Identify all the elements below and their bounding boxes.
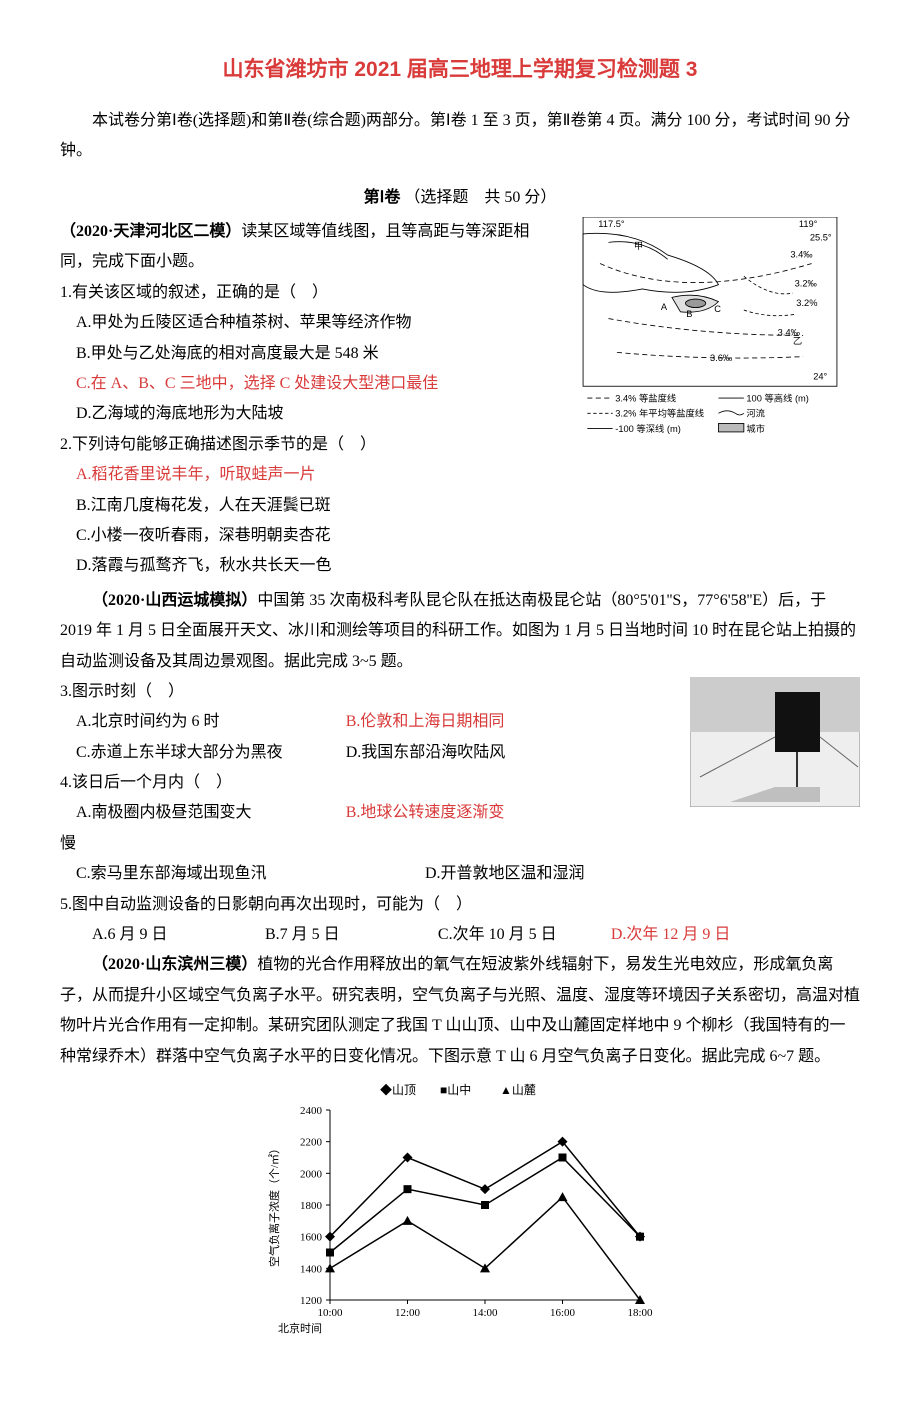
page-title: 山东省潍坊市 2021 届高三地理上学期复习检测题 3 <box>60 50 860 90</box>
map-lon-left: 117.5° <box>598 219 625 229</box>
svg-text:1800: 1800 <box>300 1200 323 1212</box>
svg-text:◆山顶: ◆山顶 <box>380 1083 416 1097</box>
section-1-bold: 第Ⅰ卷 <box>364 189 401 206</box>
svg-text:■山中: ■山中 <box>440 1082 471 1097</box>
svg-text:2400: 2400 <box>300 1105 323 1117</box>
map-sal-2: 3.2% <box>796 298 817 308</box>
q2-stem: 2.下列诗句能够正确描述图示季节的是（ ） <box>60 430 550 460</box>
block-3-intro: （2020·山东滨州三模）植物的光合作用释放出的氧气在短波紫外线辐射下，易发生光… <box>60 950 860 1072</box>
map-sal-1: 3.2‰ <box>795 278 818 288</box>
svg-text:2200: 2200 <box>300 1137 323 1149</box>
q5-opt-a: A.6 月 9 日 <box>92 920 261 950</box>
svg-text:1200: 1200 <box>300 1295 323 1307</box>
map-lat-top: 25.5° <box>810 233 832 243</box>
q3-opt-c: C.赤道上东半球大部分为黑夜 <box>76 738 342 768</box>
map-mark-c: C <box>714 304 721 314</box>
map-sal-0: 3.4‰ <box>790 250 813 260</box>
svg-text:-100 等深线 (m): -100 等深线 (m) <box>615 423 681 434</box>
q5-opt-d: D.次年 12 月 9 日 <box>611 920 780 950</box>
block-2-intro: （2020·山西运城模拟）中国第 35 次南极科考队昆仑队在抵达南极昆仑站（80… <box>60 586 860 677</box>
section-1-rest: （选择题 共 50 分） <box>404 189 556 206</box>
section-1-label: 第Ⅰ卷 （选择题 共 50 分） <box>60 183 860 213</box>
q1-opt-a: A.甲处为丘陵区适合种植茶树、苹果等经济作物 <box>76 308 550 338</box>
q1-opt-d: D.乙海域的海底地形为大陆坡 <box>76 399 550 429</box>
map-figure: 117.5° 119° 25.5° 24° 甲 乙 A B C 3.4‰ 3.2… <box>560 217 860 437</box>
svg-text:16:00: 16:00 <box>550 1307 576 1319</box>
block-1-intro: （2020·天津河北区二模）读某区域等值线图，且等高距与等深距相同，完成下面小题… <box>60 217 550 278</box>
q1-stem: 1.有关该区域的叙述，正确的是（ ） <box>60 278 550 308</box>
q3-opt-b: B.伦敦和上海日期相同 <box>346 707 612 737</box>
svg-text:12:00: 12:00 <box>395 1307 421 1319</box>
q3-opt-a: A.北京时间约为 6 时 <box>76 707 342 737</box>
q5-opt-b: B.7 月 5 日 <box>265 920 434 950</box>
q1-opt-c: C.在 A、B、C 三地中，选择 C 处建设大型港口最佳 <box>76 369 550 399</box>
svg-text:北京时间: 北京时间 <box>278 1321 322 1335</box>
svg-text:14:00: 14:00 <box>472 1307 498 1319</box>
svg-text:河流: 河流 <box>746 408 765 419</box>
q4-opt-d: D.开普敦地区温和湿润 <box>425 859 770 889</box>
block-3-source: （2020·山东滨州三模） <box>92 956 257 973</box>
q4-opt-b: B.地球公转速度逐渐变 <box>346 798 612 828</box>
block-1: （2020·天津河北区二模）读某区域等值线图，且等高距与等深距相同，完成下面小题… <box>60 217 860 582</box>
q1-opt-b: B.甲处与乙处海底的相对高度最大是 548 米 <box>76 339 550 369</box>
q2-opt-c: C.小楼一夜听春雨，深巷明朝卖杏花 <box>76 521 550 551</box>
map-mark-b: B <box>686 309 692 319</box>
svg-text:10:00: 10:00 <box>317 1307 343 1319</box>
q4-opt-a: A.南极圈内极昼范围变大 <box>76 798 342 828</box>
svg-text:100 等高线 (m): 100 等高线 (m) <box>746 393 809 404</box>
svg-text:18:00: 18:00 <box>627 1307 653 1319</box>
q2-opt-b: B.江南几度梅花发，人在天涯鬓已斑 <box>76 491 550 521</box>
svg-text:1600: 1600 <box>300 1232 323 1244</box>
q2-opt-d: D.落霞与孤鹜齐飞，秋水共长天一色 <box>76 551 550 581</box>
q4-stem: 4.该日后一个月内（ ） <box>60 768 680 798</box>
svg-text:3.2% 年平均等盐度线: 3.2% 年平均等盐度线 <box>615 408 704 419</box>
ion-chart: ◆山顶 ■山中 ▲山麓 1200 1400 1600 1800 2000 2200 2400 10:… <box>60 1080 860 1351</box>
map-mark-a: A <box>661 302 668 312</box>
map-sal-3: 3.4‰ <box>778 328 801 338</box>
svg-text:城市: 城市 <box>746 423 765 434</box>
map-lon-right: 119° <box>799 219 818 229</box>
block-2-source: （2020·山西运城模拟） <box>92 592 257 609</box>
antarctic-photo <box>690 677 860 807</box>
map-lat-bot: 24° <box>813 372 827 382</box>
svg-text:3.4% 等盐度线: 3.4% 等盐度线 <box>615 393 676 404</box>
q4-opt-c: C.索马里东部海域出现鱼汛 <box>76 859 421 889</box>
q4-tail: 慢 <box>60 829 860 859</box>
svg-text:▲山麓: ▲山麓 <box>500 1083 536 1097</box>
svg-text:2000: 2000 <box>300 1168 323 1180</box>
svg-text:空气负离子浓度（个/㎡）: 空气负离子浓度（个/㎡） <box>267 1143 281 1267</box>
q3-stem: 3.图示时刻（ ） <box>60 677 680 707</box>
map-sal-4: 3.6‰ <box>710 353 733 363</box>
map-label-jia: 甲 <box>634 241 643 251</box>
q2-opt-a: A.稻花香里说丰年，听取蛙声一片 <box>76 460 550 490</box>
block-1-source: （2020·天津河北区二模） <box>60 223 241 240</box>
svg-text:1400: 1400 <box>300 1263 323 1275</box>
q5-stem: 5.图中自动监测设备的日影朝向再次出现时，可能为（ ） <box>60 890 860 920</box>
q3-opt-d: D.我国东部沿海吹陆风 <box>346 738 612 768</box>
intro-text: 本试卷分第Ⅰ卷(选择题)和第Ⅱ卷(综合题)两部分。第Ⅰ卷 1 至 3 页，第Ⅱ卷… <box>60 106 860 167</box>
q5-opt-c: C.次年 10 月 5 日 <box>438 920 607 950</box>
block-2-q3q4: 3.图示时刻（ ） A.北京时间约为 6 时 B.伦敦和上海日期相同 C.赤道上… <box>60 677 860 829</box>
